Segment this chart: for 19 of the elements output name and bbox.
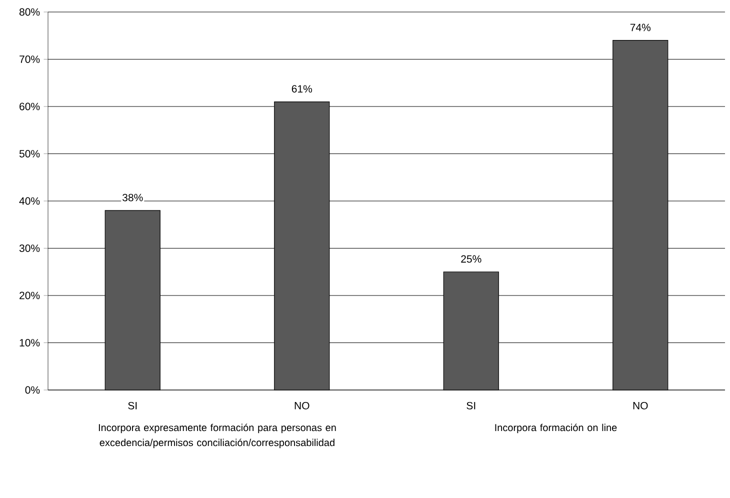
x-tick-label: SI [466,402,476,410]
y-tick-label: 70% [20,56,40,63]
x-tick-label: NO [633,402,648,410]
data-label: 25% [461,255,482,263]
y-tick-label: 60% [20,102,40,110]
y-tick-label: 0% [25,386,40,394]
y-tick-label: 20% [20,292,40,300]
data-label: 61% [292,85,312,93]
text: Incorpora formación on line [495,424,617,434]
x-tick-label: SI [128,402,137,410]
y-tick-label: 30% [19,244,40,252]
y-tick-label: 40% [19,197,40,205]
y-tick-label: 50% [19,150,40,158]
y-tick-label: 80% [19,8,40,16]
data-label: 74% [630,24,651,32]
x-tick-label: NO [294,402,310,410]
text: Incorpora expresamente formación para personas en excedencia/permisos conciliación/corresponsabilidad [98,424,336,448]
data-label: 38% [122,194,143,202]
y-tick-label: 10% [20,339,40,346]
